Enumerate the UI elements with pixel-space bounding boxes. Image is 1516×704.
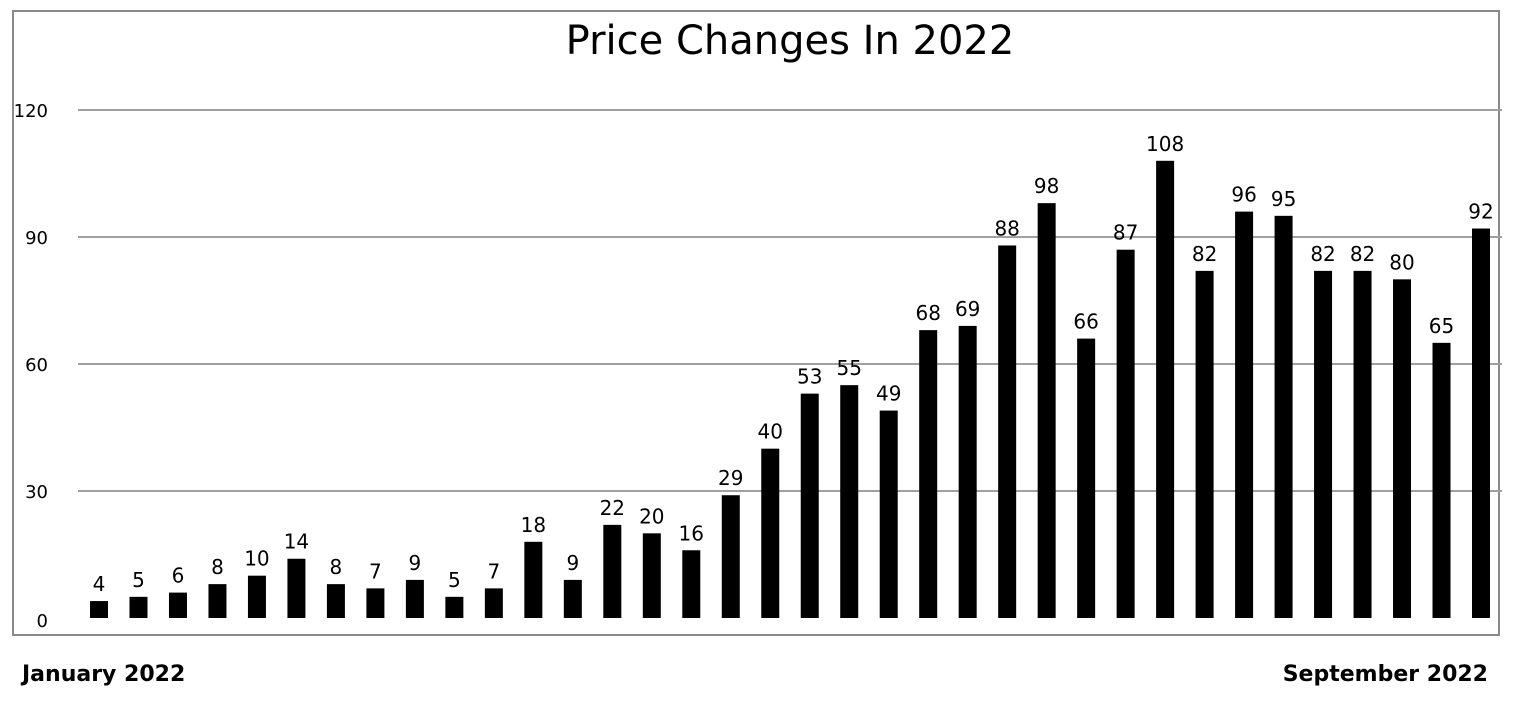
bar [642, 533, 661, 618]
bar [208, 584, 227, 618]
bar-value-label: 53 [797, 365, 822, 389]
bar [603, 524, 622, 618]
bar-value-label: 96 [1231, 183, 1256, 207]
bar [1432, 342, 1451, 618]
bar-value-label: 82 [1350, 242, 1375, 266]
bar [721, 495, 740, 618]
bar [287, 558, 306, 618]
bar-value-label: 14 [284, 530, 309, 554]
bar [129, 596, 148, 618]
bar-value-label: 5 [448, 568, 461, 592]
bar [326, 584, 345, 618]
bar [1156, 160, 1175, 619]
bar [998, 245, 1017, 618]
bar-value-label: 108 [1146, 132, 1184, 156]
bar-value-label: 9 [409, 551, 422, 575]
bar-value-label: 7 [369, 559, 382, 583]
bar [879, 410, 898, 618]
bar-value-label: 10 [244, 547, 269, 571]
bar-value-label: 65 [1429, 314, 1454, 338]
bar-value-label: 6 [172, 564, 185, 588]
bar [1472, 228, 1490, 619]
bar [682, 550, 701, 618]
bar-value-label: 98 [1034, 174, 1059, 198]
bar [524, 541, 543, 618]
bars [90, 160, 1490, 619]
bar-value-label: 7 [487, 559, 500, 583]
bar [1195, 270, 1214, 618]
bar-value-label: 80 [1389, 250, 1414, 274]
bar-value-label: 49 [876, 382, 901, 406]
bar-value-label: 5 [132, 568, 145, 592]
bar [1314, 270, 1333, 618]
bar-value-label: 92 [1468, 200, 1493, 224]
bar-value-label: 29 [718, 466, 743, 490]
bar [1116, 249, 1135, 618]
bar [840, 385, 859, 618]
y-tick-label: 60 [25, 355, 48, 376]
bar [1077, 338, 1096, 618]
bar [1235, 211, 1254, 618]
bar-value-label: 22 [600, 496, 625, 520]
bar-value-label: 8 [211, 555, 224, 579]
bar-value-label: 68 [915, 301, 940, 325]
bar-value-label: 8 [330, 555, 343, 579]
bar-value-label: 69 [955, 297, 980, 321]
y-tick-label: 90 [25, 228, 48, 249]
chart-title: Price Changes In 2022 [566, 18, 1015, 64]
y-tick-label: 120 [14, 101, 48, 122]
bar [563, 579, 582, 618]
bar [168, 592, 187, 618]
bar [1353, 270, 1372, 618]
bar-value-label: 18 [521, 513, 546, 537]
bar [247, 575, 266, 618]
bar [1274, 215, 1293, 619]
bar-value-label: 16 [679, 521, 704, 545]
bar-value-label: 82 [1310, 242, 1335, 266]
bar-value-label: 66 [1073, 310, 1098, 334]
period-start-label: January 2022 [22, 662, 186, 687]
bar [445, 596, 464, 618]
bar [958, 325, 977, 618]
bar [919, 330, 938, 618]
bar-value-label: 4 [93, 572, 106, 596]
y-axis-ticks: 0 30 60 90 120 [14, 101, 48, 632]
bar [800, 393, 819, 618]
bar-value-label: 55 [837, 356, 862, 380]
bar [1393, 279, 1412, 618]
period-end-label: September 2022 [1282, 662, 1488, 687]
bar-value-label: 87 [1113, 221, 1138, 245]
bar-value-label: 9 [566, 551, 579, 575]
bar [90, 601, 108, 618]
y-tick-label: 0 [37, 611, 48, 632]
grid-lines [78, 109, 1502, 492]
bar-value-label: 40 [758, 420, 783, 444]
bar [1037, 203, 1056, 618]
bar [761, 448, 780, 618]
bar [484, 588, 503, 618]
bar-value-label: 95 [1271, 187, 1296, 211]
bar-value-label: 88 [994, 216, 1019, 240]
bar [366, 588, 385, 618]
bar-value-label: 20 [639, 504, 664, 528]
bar [405, 579, 424, 618]
y-tick-label: 30 [25, 482, 48, 503]
bar-value-label: 82 [1192, 242, 1217, 266]
